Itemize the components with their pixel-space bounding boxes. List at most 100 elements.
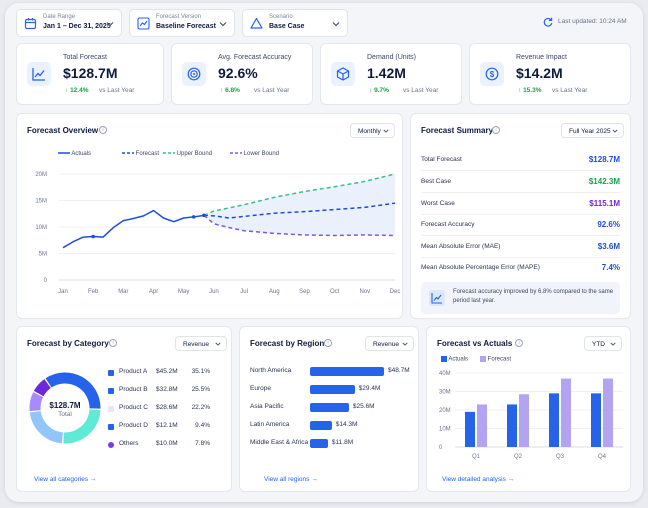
y-tick-label: 5M <box>39 252 47 258</box>
forecast-bar <box>561 378 571 447</box>
region-bar <box>310 403 349 412</box>
actuals-bar <box>465 411 475 447</box>
scenario-icon <box>250 17 263 29</box>
summary-row-label: Worst Case <box>421 200 455 207</box>
legend-swatch <box>108 388 114 394</box>
forecast-version-filter[interactable]: Forecast Version Baseline Forecast <box>129 9 235 37</box>
summary-row: Mean Absolute Error (MAE) $3.6M <box>421 237 620 258</box>
region-metric-select-value: Revenue <box>373 341 400 348</box>
region-name: North America <box>250 367 292 374</box>
region-bar <box>310 385 355 394</box>
insight-note: Forecast accuracy improved by 6.8% compa… <box>421 282 620 314</box>
category-row-product-d: Product D $12.1M 9.4% <box>108 421 210 435</box>
forecast-vs-actuals-card: Forecast vs Actuals i YTD Actuals Foreca… <box>426 326 631 492</box>
category-percent: 22.2% <box>191 404 210 411</box>
kpi-label: Avg. Forecast Accuracy <box>218 54 292 61</box>
legend-swatch <box>108 442 114 448</box>
region-value: $25.6M <box>352 403 375 410</box>
kpi-label: Demand (Units) <box>367 54 417 61</box>
forecast-by-region-card: Forecast by Region i Revenue North Ameri… <box>239 326 419 492</box>
category-percent: 35.1% <box>191 368 210 375</box>
x-tick-label: Dec <box>390 289 401 295</box>
y-tick-label: 20M <box>35 172 47 178</box>
info-icon[interactable]: i <box>515 339 523 347</box>
kpi-card-demand: Demand (Units) 1.42M ↑ 9.7% vs Last Year <box>320 43 462 105</box>
line-trend-icon <box>32 68 45 81</box>
kpi-icon-box <box>27 62 51 86</box>
category-percent: 7.8% <box>195 440 210 447</box>
actuals-point <box>202 213 206 218</box>
category-name: Product A <box>119 368 148 375</box>
info-icon[interactable]: i <box>492 126 500 134</box>
region-bar <box>310 421 332 430</box>
legend-upper-bound-label: Upper Bound <box>176 151 213 157</box>
legend-upper-bound: Upper Bound <box>163 151 212 157</box>
summary-row-value: 92.6% <box>597 220 620 229</box>
forecast-line <box>203 202 396 219</box>
fva-period-select[interactable]: YTD <box>584 336 622 351</box>
actuals-bar <box>591 393 601 447</box>
insight-icon-box <box>429 290 445 306</box>
last-updated-text: Last updated: 10:24 AM <box>558 18 627 25</box>
kpi-icon-box <box>182 62 206 86</box>
legend-fva-forecast-label: Forecast <box>487 356 512 363</box>
info-icon[interactable]: i <box>324 339 332 347</box>
view-all-regions-link[interactable]: View all regions → <box>264 476 318 483</box>
granularity-select[interactable]: Monthly <box>350 123 395 138</box>
actuals-bar <box>549 393 559 447</box>
kpi-comparison: vs Last Year <box>552 87 588 94</box>
category-metric-select[interactable]: Revenue <box>175 336 227 351</box>
x-tick-label: Jul <box>240 289 248 295</box>
info-icon[interactable]: i <box>109 339 117 347</box>
x-tick-label: Jan <box>58 289 68 295</box>
x-tick-label: Q2 <box>514 454 523 460</box>
forecast-version-label: Forecast Version <box>156 14 202 20</box>
summary-row-value: 7.4% <box>601 263 620 272</box>
x-tick-label: Q3 <box>556 454 565 460</box>
legend-swatch <box>108 370 114 376</box>
category-metric-select-value: Revenue <box>183 341 210 348</box>
summary-row-label: Total Forecast <box>421 156 462 163</box>
category-percent: 25.5% <box>191 386 210 393</box>
forecast-version-value: Baseline Forecast <box>156 23 216 30</box>
view-detailed-analysis-link[interactable]: View detailed analysis → <box>442 476 515 483</box>
actuals-line <box>62 209 205 249</box>
y-tick-label: 15M <box>35 199 47 205</box>
target-icon <box>187 67 201 81</box>
confidence-band <box>203 174 395 236</box>
kpi-comparison: vs Last Year <box>254 87 290 94</box>
kpi-change: ↑ 9.7% <box>369 87 389 94</box>
legend-swatch <box>441 356 447 362</box>
kpi-comparison: vs Last Year <box>99 87 135 94</box>
category-row-others: Others $10.0M 7.8% <box>108 439 210 453</box>
scenario-filter[interactable]: Scenario Base Case <box>242 9 348 37</box>
summary-row-value: $115.1M <box>589 199 620 208</box>
category-name: Product D <box>119 422 148 429</box>
chevron-down-icon <box>383 129 389 133</box>
chevron-down-icon <box>402 342 408 346</box>
summary-row-value: $128.7M <box>588 155 620 164</box>
category-name: Product B <box>119 386 148 393</box>
region-value: $14.3M <box>335 421 358 428</box>
summary-row: Worst Case $115.1M <box>421 194 620 215</box>
view-all-categories-link[interactable]: View all categories → <box>34 476 97 483</box>
date-range-filter[interactable]: Date Range Jan 1 – Dec 31, 2025 <box>16 9 122 37</box>
y-tick-label: 10M <box>439 427 451 433</box>
chevron-down-icon <box>610 342 616 346</box>
kpi-value: $14.2M <box>516 65 563 81</box>
donut-center-label: Total <box>58 411 72 418</box>
summary-row-label: Mean Absolute Percentage Error (MAPE) <box>421 264 540 271</box>
kpi-value: $128.7M <box>63 65 118 81</box>
region-name: Latin America <box>250 421 290 428</box>
kpi-icon-box: $ <box>480 62 504 86</box>
info-icon[interactable]: i <box>99 126 107 134</box>
summary-row: Total Forecast $128.7M <box>421 150 620 171</box>
period-select[interactable]: Full Year 2025 <box>561 123 624 138</box>
period-select-value: Full Year 2025 <box>569 128 611 135</box>
refresh-icon[interactable] <box>543 17 553 27</box>
category-value: $32.8M <box>156 386 178 393</box>
legend-actuals-label: Actuals <box>71 151 92 157</box>
summary-row: Forecast Accuracy 92.6% <box>421 215 620 236</box>
dollar-icon: $ <box>485 67 499 81</box>
region-metric-select[interactable]: Revenue <box>365 336 414 351</box>
